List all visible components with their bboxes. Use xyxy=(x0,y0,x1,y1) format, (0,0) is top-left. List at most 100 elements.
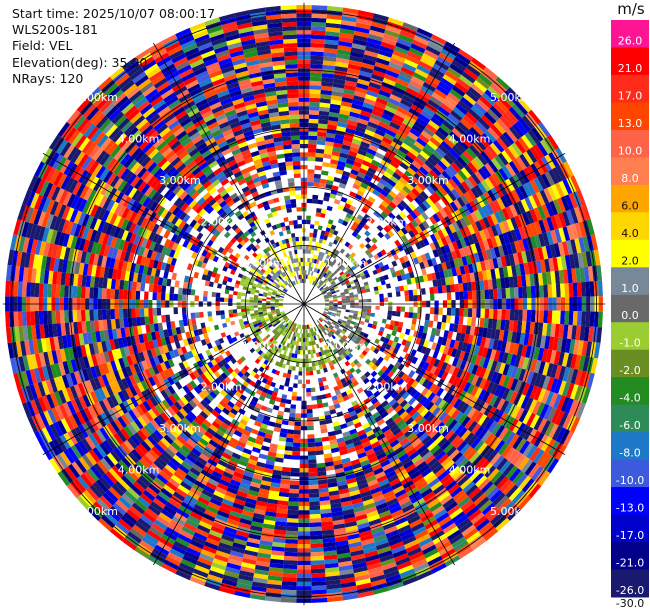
velocity-cell xyxy=(497,288,502,299)
velocity-cell xyxy=(358,167,368,175)
velocity-cell xyxy=(321,170,329,176)
velocity-cell xyxy=(182,281,188,289)
velocity-cell xyxy=(391,198,400,207)
velocity-cell xyxy=(350,225,357,232)
velocity-cell xyxy=(380,140,391,149)
velocity-cell xyxy=(409,211,418,220)
velocity-cell xyxy=(419,150,430,160)
velocity-cell xyxy=(437,160,448,171)
velocity-cell xyxy=(330,273,335,278)
velocity-cell xyxy=(378,49,393,58)
velocity-cell xyxy=(241,292,246,297)
velocity-cell xyxy=(310,266,313,272)
velocity-cell xyxy=(398,102,411,112)
velocity-cell xyxy=(333,78,346,85)
velocity-cell xyxy=(380,280,386,286)
velocity-cell xyxy=(316,273,321,279)
velocity-cell xyxy=(454,315,460,325)
velocity-cell xyxy=(250,428,259,435)
velocity-cell xyxy=(17,311,23,327)
velocity-cell xyxy=(501,244,509,256)
velocity-cell xyxy=(448,242,455,252)
velocity-cell xyxy=(309,76,322,82)
velocity-cell xyxy=(328,307,334,310)
velocity-cell xyxy=(349,173,358,180)
velocity-cell xyxy=(490,268,497,280)
velocity-cell xyxy=(443,269,449,278)
velocity-cell xyxy=(493,139,505,153)
velocity-cell xyxy=(387,125,399,134)
velocity-cell xyxy=(579,325,586,341)
velocity-cell xyxy=(420,178,430,188)
velocity-cell xyxy=(537,322,544,336)
velocity-cell xyxy=(455,291,460,300)
velocity-cell xyxy=(313,182,320,188)
velocity-cell xyxy=(437,106,451,117)
velocity-cell xyxy=(284,446,293,451)
velocity-cell xyxy=(80,309,86,322)
velocity-cell xyxy=(409,271,415,279)
velocity-cell xyxy=(309,97,321,103)
velocity-cell xyxy=(372,105,385,114)
velocity-cell xyxy=(325,22,341,29)
velocity-cell xyxy=(356,122,368,130)
velocity-cell xyxy=(361,275,367,280)
velocity-cell xyxy=(468,108,481,121)
velocity-cell xyxy=(548,257,555,272)
velocity-cell xyxy=(395,270,401,277)
velocity-cell xyxy=(435,211,445,221)
velocity-cell xyxy=(477,271,484,281)
velocity-cell xyxy=(418,166,429,176)
velocity-cell xyxy=(156,292,162,301)
velocity-cell xyxy=(324,192,331,198)
velocity-cell xyxy=(333,297,338,301)
velocity-cell xyxy=(301,333,304,338)
velocity-cell xyxy=(531,127,544,142)
velocity-cell xyxy=(139,308,145,317)
velocity-cell xyxy=(486,237,494,249)
velocity-cell xyxy=(30,282,36,297)
velocity-cell xyxy=(391,53,406,63)
velocity-cell xyxy=(308,266,311,271)
velocity-cell xyxy=(525,345,532,359)
velocity-cell xyxy=(491,278,498,290)
velocity-cell xyxy=(544,171,555,187)
velocity-cell xyxy=(365,94,378,102)
velocity-cell xyxy=(527,333,534,347)
velocity-cell xyxy=(336,53,351,60)
velocity-cell xyxy=(417,181,427,191)
velocity-cell xyxy=(310,387,316,393)
velocity-cell xyxy=(549,244,557,258)
velocity-cell xyxy=(295,362,300,367)
velocity-cell xyxy=(178,287,183,295)
velocity-cell xyxy=(421,146,433,157)
velocity-cell xyxy=(473,156,485,169)
velocity-cell xyxy=(467,175,478,188)
velocity-cell xyxy=(514,287,519,299)
velocity-cell xyxy=(355,86,368,94)
velocity-cell xyxy=(440,157,451,168)
velocity-cell xyxy=(318,110,330,117)
velocity-cell xyxy=(466,282,472,292)
velocity-cell xyxy=(327,270,332,276)
velocity-cell xyxy=(371,136,382,145)
velocity-cell xyxy=(514,139,527,154)
velocity-cell xyxy=(324,141,334,147)
velocity-cell xyxy=(569,339,576,354)
velocity-cell xyxy=(340,294,346,298)
velocity-cell xyxy=(310,271,314,276)
velocity-cell xyxy=(387,163,397,173)
velocity-cell xyxy=(405,182,415,191)
velocity-cell xyxy=(483,66,499,80)
velocity-cell xyxy=(292,446,301,452)
velocity-cell xyxy=(307,438,315,443)
velocity-cell xyxy=(427,259,434,267)
velocity-cell xyxy=(334,134,345,141)
velocity-cell xyxy=(410,277,416,284)
velocity-cell xyxy=(450,284,456,293)
velocity-cell xyxy=(434,307,439,315)
velocity-cell xyxy=(511,103,525,118)
velocity-cell xyxy=(222,322,228,328)
velocity-cell xyxy=(383,171,393,179)
velocity-cell xyxy=(313,228,318,234)
